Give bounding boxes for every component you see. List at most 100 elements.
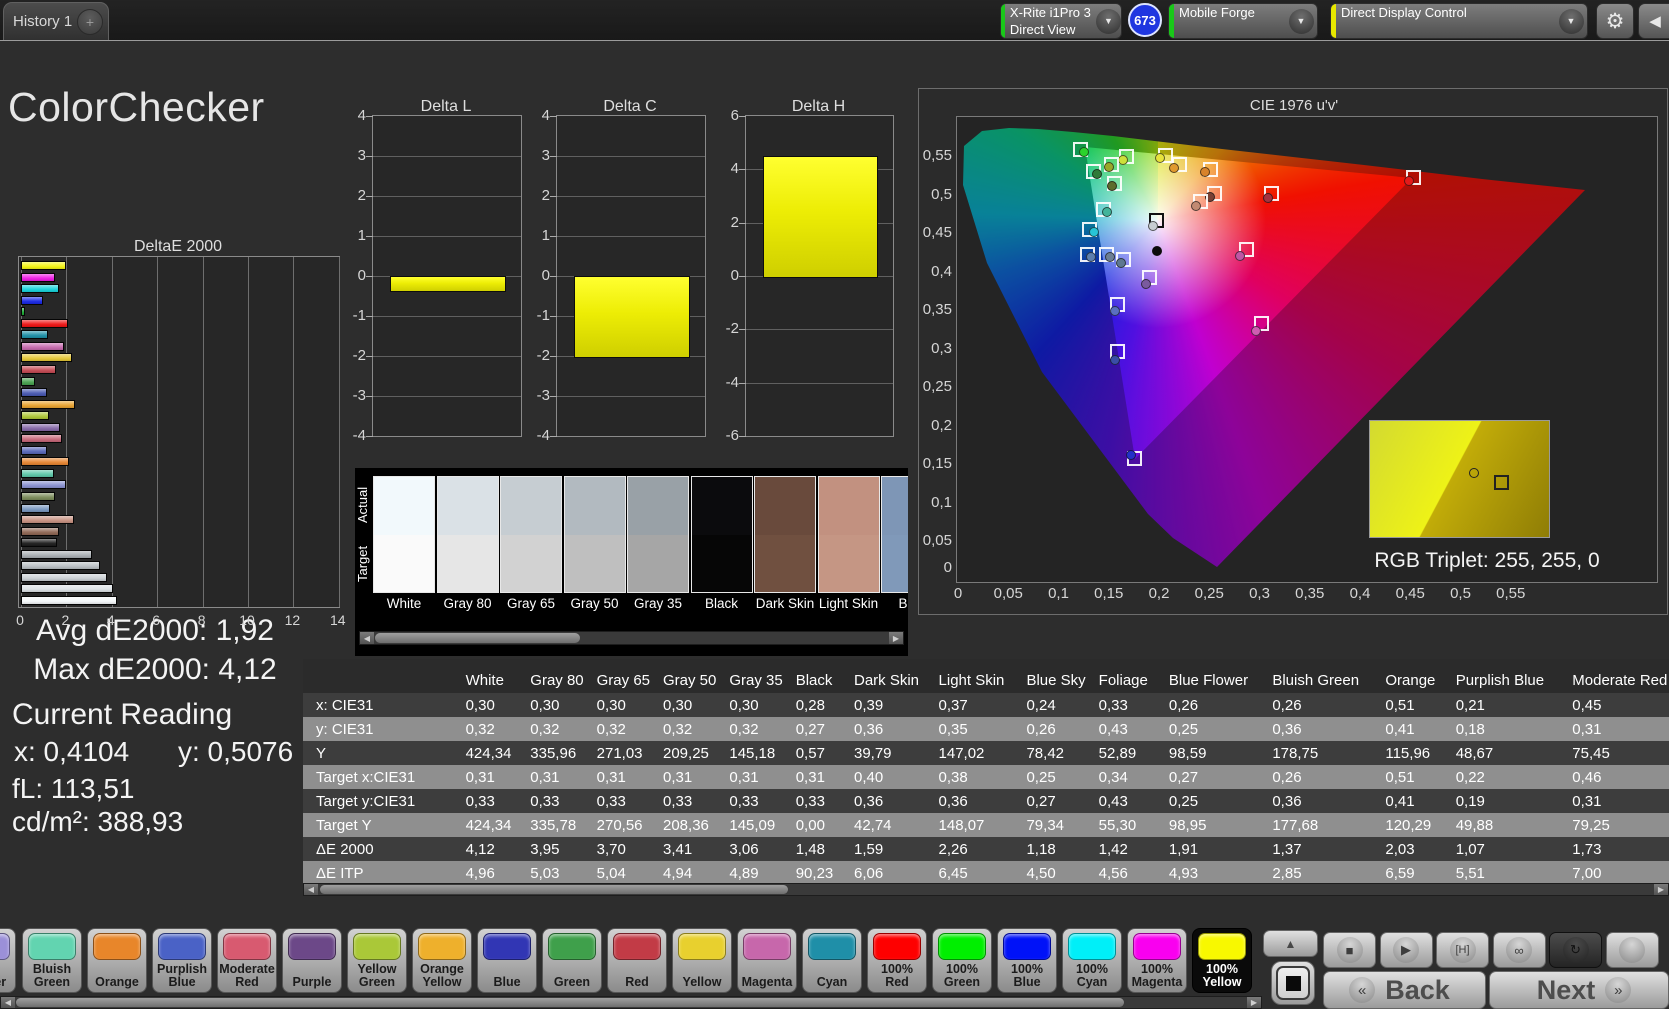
table-row: Target x:CIE31 0,31 0,31 0,31 0,31 0,31 0,31 0,… [303, 765, 1669, 789]
chevron-left-icon: ◀ [1649, 13, 1661, 30]
patch-scrollbar[interactable]: ◀ ▶ [0, 996, 1262, 1009]
swatch-label: Gray 50 [570, 596, 619, 611]
delta-axis-tick-label: 1 [357, 227, 366, 244]
play-button[interactable]: ▶ [1379, 932, 1433, 968]
patch-scrollbar-thumb[interactable] [16, 998, 1124, 1007]
swatch-scrollbar[interactable]: ◀ ▶ [359, 631, 904, 645]
swatch-target [564, 534, 625, 592]
patch-button-100-magenta[interactable]: 100% Magenta [1127, 928, 1187, 993]
table-cell: 0,19 [1442, 789, 1560, 813]
patch-button-100-yellow[interactable]: 100% Yellow [1192, 928, 1252, 993]
table-cell: 147,02 [925, 741, 1014, 765]
swatch-scrollbar-track[interactable] [374, 632, 889, 644]
cie-measured-point [1115, 258, 1126, 269]
record-button[interactable] [1605, 932, 1659, 968]
meter-dropdown-arrow-button[interactable]: ▼ [1095, 4, 1121, 38]
back-button[interactable]: « Back [1323, 971, 1486, 1009]
patch-button-orange-yellow[interactable]: Orange Yellow [412, 928, 472, 993]
window-pattern-button[interactable] [1271, 961, 1315, 1005]
delta-axis-tick-label: 0 [357, 267, 366, 284]
patch-button-blue[interactable]: Blue [477, 928, 537, 993]
deltae-gridline [248, 257, 249, 607]
scroll-right-icon[interactable]: ▶ [1247, 997, 1261, 1008]
table-cell: 98,95 [1155, 813, 1260, 837]
swatch-actual [818, 477, 879, 535]
current-reading-label: Current Reading [12, 698, 233, 731]
deltae-axis-tick-label: 4 [106, 612, 115, 628]
patch-button-label: Magenta [741, 974, 793, 989]
patch-swatch [1068, 933, 1116, 960]
table-cell: 0,41 [1372, 717, 1443, 741]
patch-button-yellow[interactable]: Yellow [672, 928, 732, 993]
patch-button-purple[interactable]: Purple [282, 928, 342, 993]
table-scrollbar-thumb[interactable] [320, 885, 788, 894]
display-control-label: Direct Display Control [1341, 5, 1467, 20]
patch-button-purplish-blue[interactable]: Purplish Blue [152, 928, 212, 993]
next-button-label: Next [1536, 974, 1596, 1005]
delta-tick [739, 436, 746, 437]
patch-button-100-blue[interactable]: 100% Blue [997, 928, 1057, 993]
table-scrollbar[interactable]: ◀ ▶ [303, 883, 1669, 896]
table-cell: 271,03 [583, 741, 650, 765]
scroll-right-icon[interactable]: ▶ [1654, 884, 1668, 895]
patch-button-orange[interactable]: Orange [87, 928, 147, 993]
source-dropdown-arrow-button[interactable]: ▼ [1285, 4, 1317, 38]
deltae-bar-gray-35 [21, 549, 93, 559]
cie-x-tick-label: 0,05 [993, 585, 1023, 602]
delta-tick [366, 196, 373, 197]
patch-button-magenta[interactable]: Magenta [737, 928, 797, 993]
patch-button-100-cyan[interactable]: 100% Cyan [1062, 928, 1122, 993]
scroll-left-icon[interactable]: ◀ [360, 632, 374, 644]
scroll-left-icon[interactable]: ◀ [1, 997, 15, 1008]
patch-button-100-green[interactable]: 100% Green [932, 928, 992, 993]
collapse-panel-button[interactable]: ◀ [1638, 3, 1669, 39]
table-scrollbar-track[interactable] [318, 884, 1654, 895]
tab-history-1[interactable]: History 1 [13, 13, 73, 30]
deltae-axis-tick-label: 0 [16, 612, 24, 628]
refresh-button[interactable]: ↻ [1549, 932, 1602, 968]
table-cell: 79,34 [1013, 813, 1086, 837]
patch-button-bluish-green[interactable]: Bluish Green [22, 928, 82, 993]
delta-gridline [557, 156, 705, 157]
patch-button-label: 100% Yellow [1202, 961, 1242, 989]
patch-button-red[interactable]: Red [607, 928, 667, 993]
table-column-header: Gray 50 [650, 659, 717, 693]
scroll-right-icon[interactable]: ▶ [889, 632, 903, 644]
meter-dropdown[interactable]: X-Rite i1Pro 3 Direct View ▼ [1000, 3, 1122, 39]
table-row: x: CIE31 0,30 0,30 0,30 0,30 0,30 0,28 0,39 0,37… [303, 693, 1669, 717]
display-control-dropdown-arrow-button[interactable]: ▼ [1555, 4, 1587, 38]
patch-button-yellow-green[interactable]: Yellow Green [347, 928, 407, 993]
stop-button[interactable]: ■ [1323, 932, 1376, 968]
source-dropdown[interactable]: Mobile Forge ▼ [1168, 3, 1318, 39]
deltae-bar-blue [21, 388, 47, 398]
frame-step-button[interactable]: [H] [1436, 932, 1489, 968]
loop-button[interactable]: ∞ [1492, 932, 1546, 968]
swatch-scrollbar-thumb[interactable] [375, 633, 580, 643]
table-cell: 0,36 [925, 789, 1014, 813]
patch-button-100-red[interactable]: 100% Red [867, 928, 927, 993]
deltae-bar-100-blue [21, 295, 44, 305]
deltae-bar-purplish-blue [21, 445, 48, 455]
patch-button-green[interactable]: Green [542, 928, 602, 993]
history-tab-group[interactable]: History 1 + [3, 2, 109, 40]
swatch-gray-35 [627, 476, 689, 593]
patch-swatch [288, 933, 336, 960]
patch-scrollbar-track[interactable] [15, 997, 1247, 1008]
delta-tick [550, 196, 557, 197]
table-cell: 0,33 [716, 789, 783, 813]
add-tab-button[interactable]: + [77, 8, 103, 35]
scroll-left-icon[interactable]: ◀ [304, 884, 318, 895]
swatch-label: Dark Skin [755, 596, 815, 611]
deltae-gridline [66, 257, 68, 607]
patch-button-cyan[interactable]: Cyan [802, 928, 862, 993]
settings-button[interactable]: ⚙ [1596, 3, 1634, 39]
next-button[interactable]: Next » [1489, 971, 1669, 1009]
patch-button-moderate-red[interactable]: Moderate Red [217, 928, 277, 993]
measurement-count-badge[interactable]: 673 [1128, 3, 1162, 37]
display-control-dropdown[interactable]: Direct Display Control ▼ [1330, 3, 1588, 39]
scroll-up-button[interactable]: ▲ [1263, 930, 1318, 957]
patch-button-blue-flower[interactable]: Blue Flower [0, 928, 16, 993]
swatch-gray-65 [500, 476, 562, 593]
patch-button-label: Blue [493, 974, 521, 989]
